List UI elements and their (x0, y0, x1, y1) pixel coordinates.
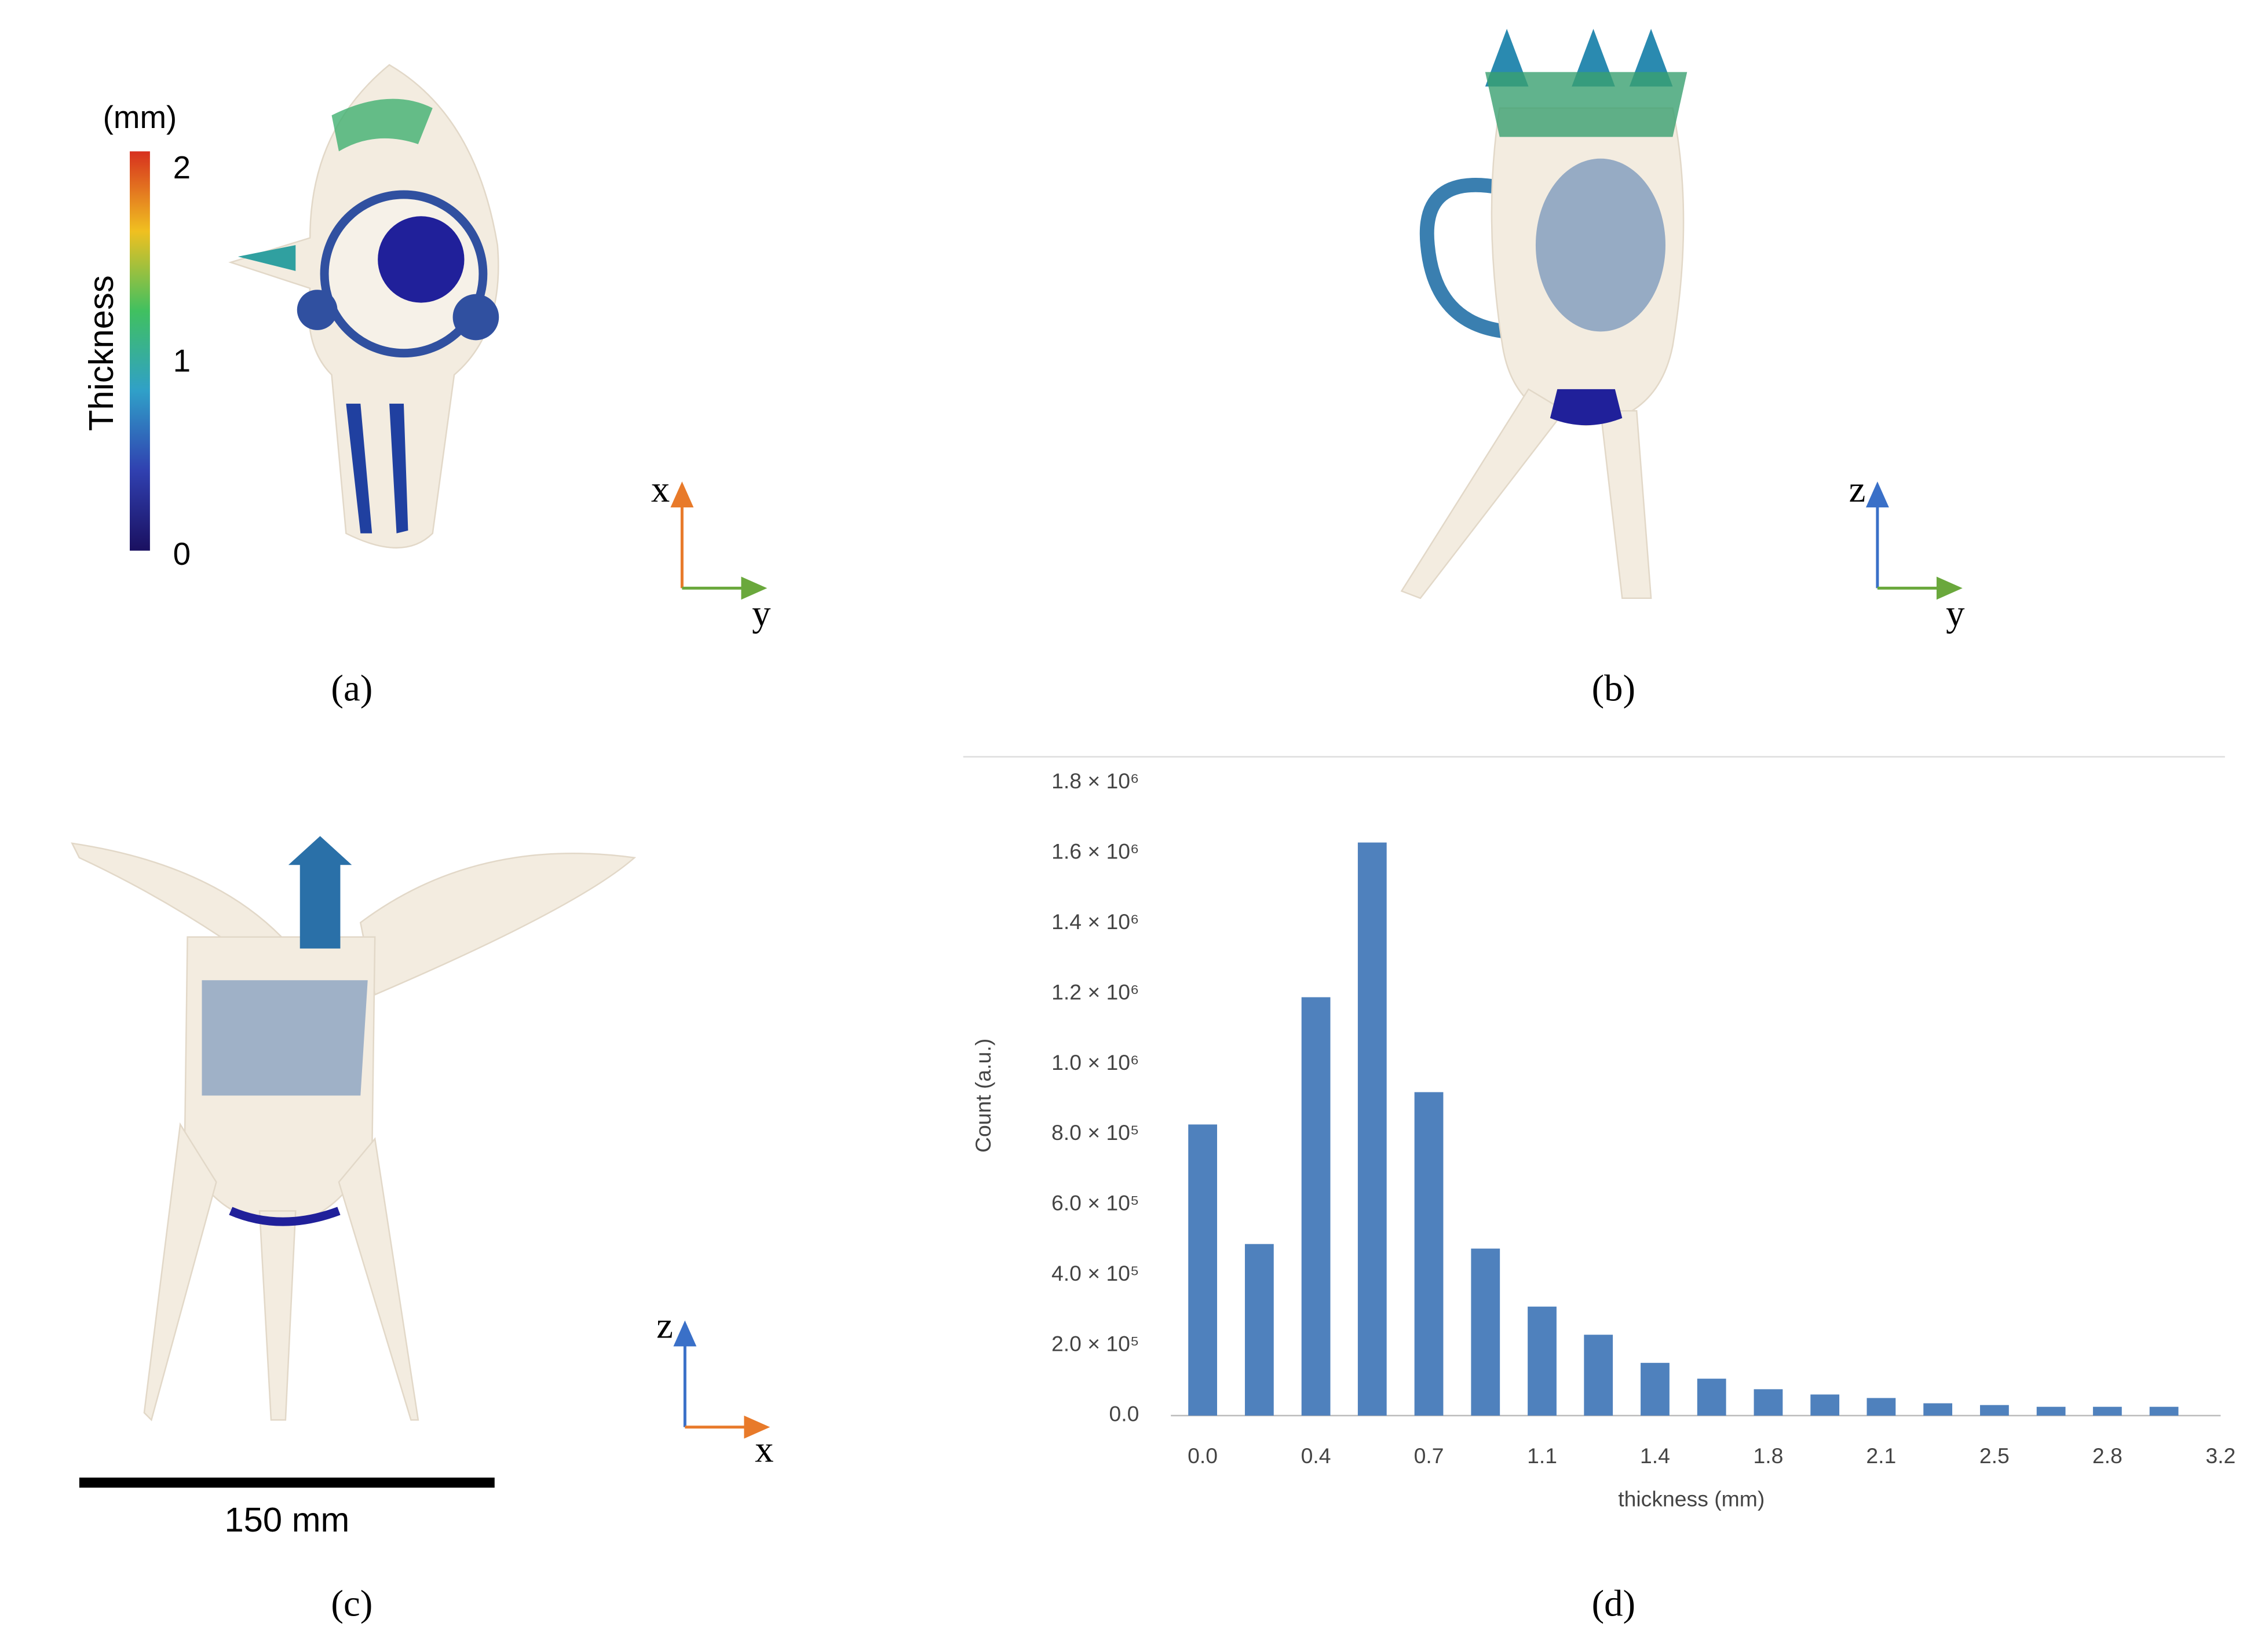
axis-letter: y (1946, 592, 1965, 634)
x-tick-label: 3.2 (2205, 1443, 2236, 1468)
colorbar-tick: 0 (173, 536, 191, 572)
bar (1979, 1405, 2009, 1416)
axis-letter: z (1849, 468, 1866, 510)
axis-letter: x (651, 468, 670, 510)
colorbar-tick: 2 (173, 149, 191, 185)
panel-label: (b) (1592, 667, 1635, 708)
x-tick-label: 0.7 (1414, 1443, 1444, 1468)
bar (2149, 1406, 2179, 1416)
x-tick-label: 1.8 (1753, 1443, 1783, 1468)
bar (1641, 1362, 1670, 1416)
y-tick-label: 2.0 × 10⁵ (1051, 1331, 1139, 1355)
y-tick-label: 1.6 × 10⁶ (1051, 839, 1139, 864)
bar (1697, 1379, 1726, 1416)
bar (1866, 1398, 1896, 1416)
colorbar (130, 151, 150, 551)
x-tick-label: 0.4 (1301, 1443, 1331, 1468)
y-tick-label: 1.0 × 10⁶ (1051, 1050, 1139, 1074)
panel-label: (a) (331, 667, 372, 708)
bar (2092, 1406, 2122, 1416)
panel-label: (c) (331, 1582, 372, 1624)
x-tick-label: 0.0 (1188, 1443, 1218, 1468)
bar (1471, 1248, 1500, 1416)
bar (1528, 1306, 1557, 1416)
render-c (71, 836, 637, 1421)
bar (1810, 1394, 1840, 1416)
y-tick-label: 1.8 × 10⁶ (1051, 769, 1139, 793)
bar (1301, 997, 1331, 1416)
triad-b (1865, 481, 1963, 600)
x-tick-label: 2.8 (2092, 1443, 2123, 1468)
bar (1923, 1403, 1953, 1416)
chart: Count (a.u.) thickness (mm) 0.0 2.0 × 10⁵… (963, 756, 2236, 1511)
x-tick-label: 1.4 (1640, 1443, 1670, 1468)
bar (2036, 1406, 2066, 1416)
bar (1357, 842, 1387, 1416)
render-b (1400, 28, 1687, 600)
y-tick-label: 1.4 × 10⁶ (1051, 909, 1139, 934)
scale-bar (79, 1477, 495, 1488)
bar (1188, 1124, 1218, 1416)
y-axis-label: Count (a.u.) (971, 1039, 995, 1153)
axis-letter: y (752, 592, 771, 634)
triad-a (670, 481, 768, 600)
y-tick-label: 6.0 × 10⁵ (1051, 1191, 1139, 1215)
bar (1414, 1092, 1444, 1416)
y-tick-label: 4.0 × 10⁵ (1051, 1261, 1139, 1285)
bar (1584, 1335, 1613, 1416)
bar (1754, 1389, 1783, 1416)
x-axis-label: thickness (mm) (1618, 1487, 1765, 1511)
x-tick-label: 1.1 (1527, 1443, 1557, 1468)
axis-letter: x (755, 1428, 773, 1470)
x-tick-label: 2.5 (1979, 1443, 2010, 1468)
panel-label: (d) (1592, 1582, 1635, 1624)
x-tick-label: 2.1 (1866, 1443, 1896, 1468)
triad-c (673, 1320, 770, 1439)
y-tick-label: 1.2 × 10⁶ (1051, 979, 1139, 1004)
y-tick-label: 8.0 × 10⁵ (1051, 1120, 1139, 1145)
bar (1244, 1244, 1274, 1416)
colorbar-unit: (mm) (103, 99, 177, 135)
y-tick-label: 0.0 (1109, 1402, 1139, 1426)
colorbar-tick: 1 (173, 343, 191, 379)
colorbar-title: Thickness (82, 275, 120, 431)
scale-label: 150 mm (224, 1500, 349, 1539)
axis-letter: z (656, 1304, 673, 1346)
render-a (228, 64, 499, 549)
